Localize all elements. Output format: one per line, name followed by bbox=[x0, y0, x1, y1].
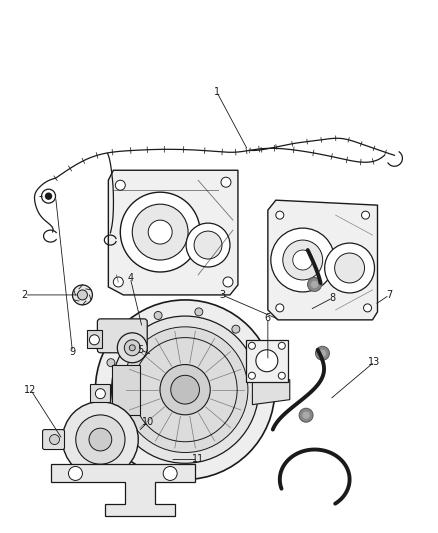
Circle shape bbox=[68, 466, 82, 480]
Text: 11: 11 bbox=[192, 455, 204, 464]
FancyBboxPatch shape bbox=[97, 319, 147, 353]
Circle shape bbox=[186, 223, 230, 267]
Circle shape bbox=[315, 346, 329, 360]
Text: 13: 13 bbox=[368, 357, 381, 367]
Circle shape bbox=[278, 342, 285, 349]
Circle shape bbox=[89, 335, 99, 345]
Circle shape bbox=[148, 220, 172, 244]
Text: 9: 9 bbox=[69, 347, 75, 357]
Circle shape bbox=[283, 240, 323, 280]
Circle shape bbox=[72, 285, 92, 305]
Circle shape bbox=[335, 253, 364, 283]
Text: 4: 4 bbox=[127, 273, 133, 283]
Text: 8: 8 bbox=[329, 293, 336, 303]
Circle shape bbox=[160, 365, 210, 415]
Circle shape bbox=[307, 278, 321, 292]
Circle shape bbox=[115, 180, 125, 190]
Text: 12: 12 bbox=[25, 385, 37, 394]
Polygon shape bbox=[112, 365, 140, 415]
Circle shape bbox=[117, 333, 147, 363]
Circle shape bbox=[361, 211, 370, 219]
Circle shape bbox=[42, 189, 56, 203]
Circle shape bbox=[63, 402, 138, 478]
FancyBboxPatch shape bbox=[246, 340, 288, 382]
Circle shape bbox=[311, 281, 318, 287]
Text: 3: 3 bbox=[219, 290, 225, 300]
FancyBboxPatch shape bbox=[42, 430, 64, 449]
Text: 1: 1 bbox=[214, 87, 220, 98]
Circle shape bbox=[133, 337, 237, 442]
Circle shape bbox=[49, 434, 60, 445]
Circle shape bbox=[276, 211, 284, 219]
Circle shape bbox=[132, 204, 188, 260]
Circle shape bbox=[293, 250, 313, 270]
Text: 10: 10 bbox=[142, 417, 154, 426]
Circle shape bbox=[163, 466, 177, 480]
Circle shape bbox=[194, 231, 222, 259]
Circle shape bbox=[299, 408, 313, 422]
Polygon shape bbox=[268, 200, 378, 320]
Circle shape bbox=[122, 327, 248, 453]
Circle shape bbox=[129, 345, 135, 351]
Circle shape bbox=[303, 412, 309, 418]
Circle shape bbox=[325, 243, 374, 293]
Circle shape bbox=[107, 359, 115, 367]
Polygon shape bbox=[50, 464, 195, 516]
Circle shape bbox=[319, 350, 325, 356]
Circle shape bbox=[248, 372, 255, 379]
Circle shape bbox=[113, 277, 124, 287]
Circle shape bbox=[154, 311, 162, 319]
Circle shape bbox=[271, 228, 335, 292]
Circle shape bbox=[95, 389, 106, 399]
Polygon shape bbox=[252, 375, 290, 405]
FancyBboxPatch shape bbox=[88, 330, 102, 348]
Circle shape bbox=[171, 375, 199, 404]
Circle shape bbox=[124, 340, 140, 356]
Polygon shape bbox=[108, 170, 238, 295]
Circle shape bbox=[248, 342, 255, 349]
Circle shape bbox=[120, 192, 200, 272]
Circle shape bbox=[131, 325, 138, 333]
Circle shape bbox=[112, 316, 259, 463]
Circle shape bbox=[78, 290, 88, 300]
Text: 6: 6 bbox=[265, 313, 271, 323]
Text: 7: 7 bbox=[386, 290, 392, 300]
Circle shape bbox=[364, 304, 371, 312]
Circle shape bbox=[276, 304, 284, 312]
FancyBboxPatch shape bbox=[90, 384, 110, 402]
Text: 5: 5 bbox=[137, 345, 143, 355]
Circle shape bbox=[256, 350, 278, 372]
Text: 2: 2 bbox=[21, 290, 28, 300]
Circle shape bbox=[223, 277, 233, 287]
Circle shape bbox=[278, 372, 285, 379]
Circle shape bbox=[232, 325, 240, 333]
Circle shape bbox=[95, 300, 275, 480]
Circle shape bbox=[76, 415, 125, 464]
Circle shape bbox=[46, 193, 52, 199]
Circle shape bbox=[195, 308, 203, 316]
Circle shape bbox=[221, 177, 231, 187]
Circle shape bbox=[89, 428, 112, 451]
